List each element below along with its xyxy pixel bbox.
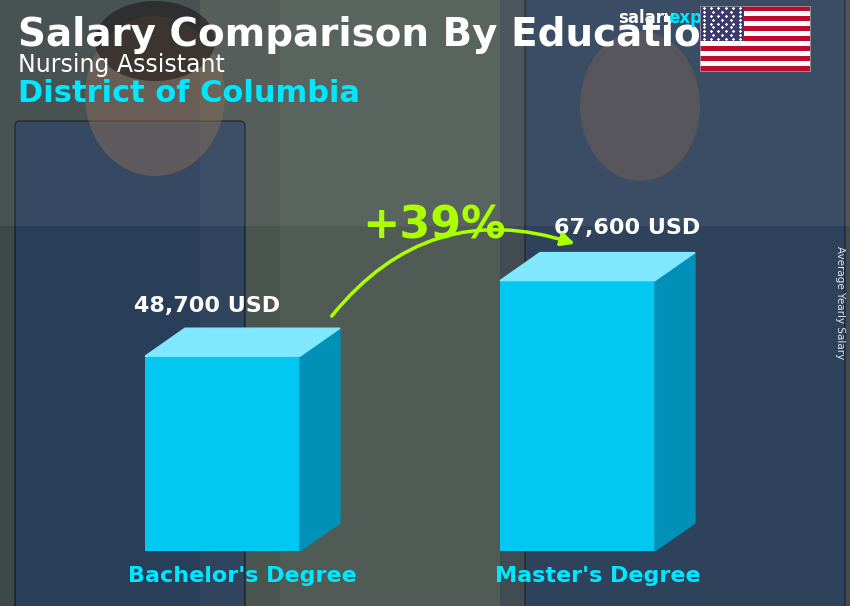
Bar (0, 0, 850, 226)
Text: District of Columbia: District of Columbia (18, 79, 360, 108)
Bar (700, 61, 810, 66)
Ellipse shape (85, 16, 225, 176)
Bar (700, 21, 810, 26)
Bar (700, 31, 810, 36)
Text: .com: .com (736, 9, 781, 27)
Bar (700, 36, 810, 41)
Bar (145, 356, 300, 551)
Text: Nursing Assistant: Nursing Assistant (18, 53, 225, 77)
Text: Salary Comparison By Education: Salary Comparison By Education (18, 16, 728, 54)
Bar (700, 6, 810, 11)
Bar (0, 0, 280, 606)
Text: explorer: explorer (668, 9, 747, 27)
Bar (200, 0, 500, 606)
Bar (700, 56, 810, 61)
Bar (700, 11, 810, 16)
Polygon shape (655, 253, 695, 551)
FancyBboxPatch shape (15, 121, 245, 606)
Polygon shape (500, 253, 695, 281)
Polygon shape (300, 328, 340, 551)
Bar (700, 41, 810, 46)
Bar (700, 51, 810, 56)
Text: 48,700 USD: 48,700 USD (134, 296, 280, 316)
Text: +39%: +39% (362, 205, 506, 248)
Bar (700, 46, 810, 51)
FancyBboxPatch shape (525, 0, 845, 606)
FancyArrowPatch shape (332, 230, 571, 316)
Text: salary: salary (618, 9, 675, 27)
Bar (700, 26, 810, 31)
Text: Average Yearly Salary: Average Yearly Salary (835, 247, 845, 359)
Ellipse shape (95, 1, 215, 81)
Ellipse shape (580, 31, 700, 181)
Bar (500, 281, 655, 551)
Bar (700, 6, 810, 71)
Text: Bachelor's Degree: Bachelor's Degree (128, 566, 357, 586)
Bar (500, 0, 850, 606)
Bar (700, 66, 810, 71)
Polygon shape (145, 328, 340, 356)
Text: Master's Degree: Master's Degree (495, 566, 700, 586)
Bar (700, 6, 744, 41)
Bar (700, 16, 810, 21)
Text: 67,600 USD: 67,600 USD (554, 218, 700, 238)
